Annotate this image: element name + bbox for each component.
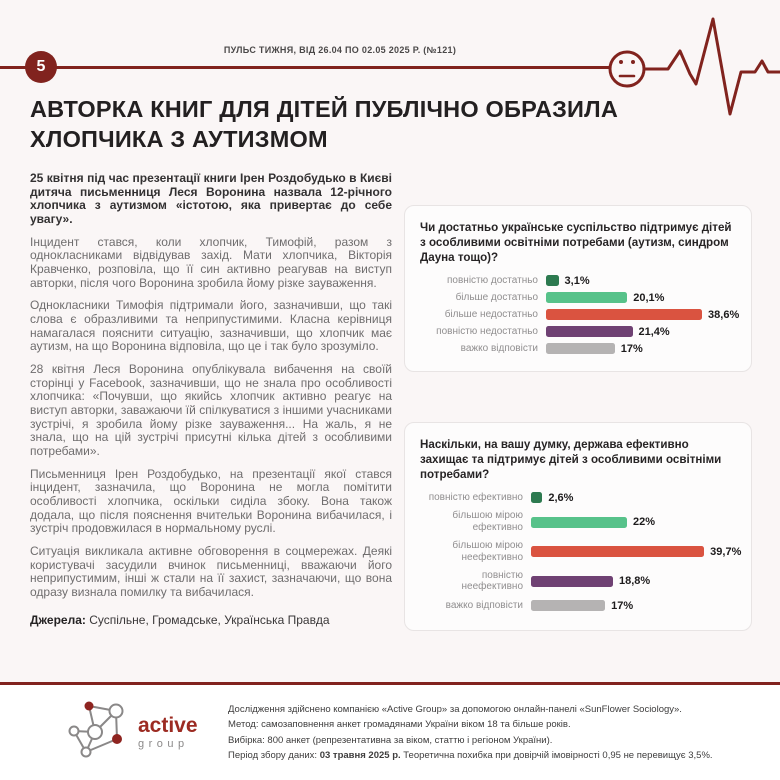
bar-value: 39,7% — [710, 545, 742, 558]
chart-bar-row: більшою мірою неефективно 39,7% — [420, 539, 741, 564]
methodology-line: Вибірка: 800 анкет (репрезентативна за в… — [228, 734, 553, 746]
article-body: 25 квітня під час презентації книги Ірен… — [30, 171, 392, 628]
ekg-line-icon — [608, 17, 780, 116]
page-title: АВТОРКА КНИГ ДЛЯ ДІТЕЙ ПУБЛІЧНО ОБРАЗИЛА… — [30, 96, 618, 153]
methodology-line: Період збору даних: 03 травня 2025 р. Те… — [228, 749, 713, 761]
bar-value: 20,1% — [633, 291, 665, 304]
methodology-line: Метод: самозаповнення анкет громадянами … — [228, 719, 571, 731]
bar — [546, 326, 633, 338]
header-title: ПУЛЬС ТИЖНЯ, ВІД 26.04 ПО 02.05 2025 Р. … — [223, 45, 457, 55]
bar-value: 38,6% — [708, 308, 740, 321]
article-paragraph: 28 квітня Леся Воронина опублікувала виб… — [30, 362, 392, 459]
category-label: повністю недостатньо — [436, 325, 538, 337]
chart-title: Чи достатньо українське суспільство підт… — [420, 221, 732, 265]
bar-value: 3,1% — [564, 274, 590, 287]
network-logo-icon — [68, 701, 124, 757]
chart-bar-row: повністю неефективно 18,8% — [420, 570, 736, 594]
bar — [546, 343, 615, 355]
bar-value: 2,6% — [548, 491, 574, 504]
article-paragraph: Письменниця Ірен Роздобудько, на презент… — [30, 466, 392, 536]
methodology-line: Дослідження здійснено компанією «Active … — [228, 704, 682, 716]
bar-value: 22% — [632, 516, 655, 529]
category-label: важко відповісти — [460, 342, 538, 354]
chart-card-state-effectiveness: Наскільки, на вашу думку, держава ефекти… — [404, 422, 752, 632]
category-label: важко відповісти — [445, 599, 523, 611]
chart-bar-row: повністю недостатньо 21,4% — [420, 325, 736, 338]
face-eye-left — [619, 60, 623, 64]
category-label: більшою мірою ефективно — [452, 510, 523, 534]
article-paragraph: Ситуація викликала активне обговорення в… — [30, 544, 392, 600]
bar-value: 21,4% — [638, 325, 670, 338]
bar — [546, 275, 559, 287]
sources-list: Суспільне, Громадське, Українська Правда — [85, 612, 330, 627]
bar-value: 18,8% — [619, 575, 651, 588]
footer: active group Дослідження здійснено компа… — [0, 685, 780, 780]
charts-column: Чи достатньо українське суспільство підт… — [404, 205, 752, 632]
methodology-text: Дослідження здійснено компанією «Active … — [228, 702, 713, 763]
category-label: повністю неефективно — [461, 569, 523, 593]
chart-bar-row: більше недостатньо 38,6% — [420, 308, 740, 321]
article-paragraph: Інцидент стався, коли хлопчик, Тимофій, … — [30, 234, 392, 290]
article-lead: 25 квітня під час презентації книги Ірен… — [30, 171, 392, 227]
category-label: більшою мірою неефективно — [452, 539, 523, 563]
face-eye-right — [631, 60, 635, 64]
logo-title: active — [138, 714, 198, 737]
bar-value: 17% — [611, 599, 634, 612]
bar — [531, 516, 627, 528]
category-label: повністю достатньо — [447, 274, 538, 286]
bar — [531, 546, 705, 558]
chart-title: Наскільки, на вашу думку, держава ефекти… — [420, 438, 722, 482]
logo-subtitle: group — [138, 738, 189, 750]
bar — [546, 309, 703, 321]
chart-card-society-support: Чи достатньо українське суспільство підт… — [404, 205, 752, 373]
chart-bar-row: більшою мірою ефективно 22% — [420, 510, 736, 534]
chart-bar-row: більше достатньо 20,1% — [420, 291, 736, 304]
footer-divider-line — [0, 682, 780, 685]
header-divider-line — [0, 66, 612, 69]
category-label: більше достатньо — [455, 291, 538, 303]
bar — [531, 575, 613, 587]
category-label: повністю ефективно — [428, 491, 523, 503]
active-group-logo: active group — [62, 698, 212, 768]
neutral-face-icon — [608, 50, 646, 88]
heartbeat-graphic — [590, 2, 780, 132]
chart-bar-row: повністю ефективно 2,6% — [420, 491, 736, 504]
collection-date: 03 травня 2025 р. — [319, 749, 401, 761]
bar-value: 17% — [620, 342, 643, 355]
page-number: 5 — [36, 58, 46, 75]
sources-line: Джерела: Суспільне, Громадське, Українсь… — [30, 612, 392, 628]
bar — [546, 292, 628, 304]
article-paragraph: Однокласники Тимофія підтримали його, за… — [30, 298, 392, 354]
chart-bar-row: важко відповісти 17% — [420, 342, 736, 355]
category-label: більше недостатньо — [444, 308, 538, 320]
sources-label: Джерела: — [30, 612, 86, 627]
bar — [531, 492, 543, 504]
chart-bar-row: важко відповісти 17% — [420, 599, 736, 612]
bar — [531, 600, 606, 612]
chart-bar-row: повністю достатньо 3,1% — [420, 274, 736, 287]
page-number-badge: 5 — [25, 51, 57, 83]
